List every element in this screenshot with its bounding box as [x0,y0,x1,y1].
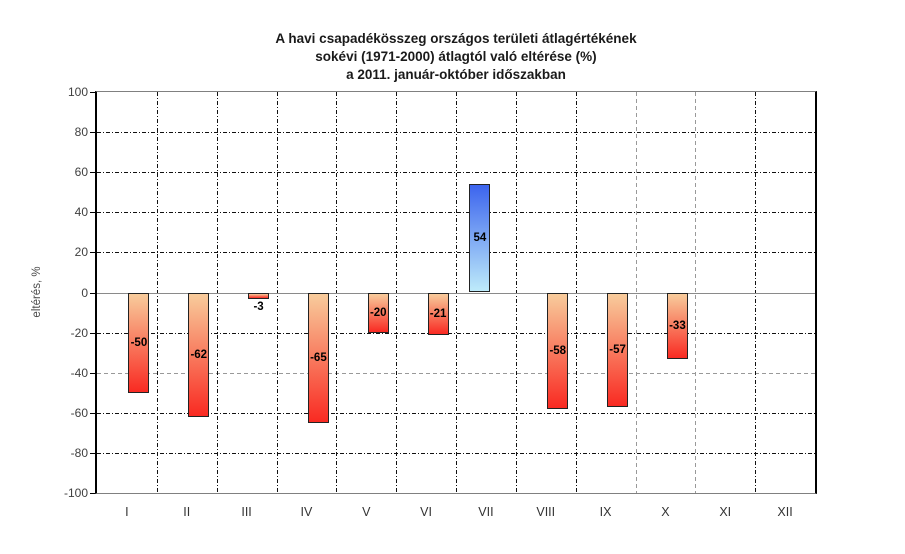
x-tick-label-XII: XII [777,505,793,519]
chart-title-line-3: a 2011. január-október időszakban [346,67,566,82]
x-tick-label-II: II [183,505,191,519]
y-tick-label-20: 20 [74,245,88,260]
bar-value-VI: -21 [429,307,447,320]
chart-title: A havi csapadékösszeg országos területi … [6,30,905,84]
y-tick-label--40: -40 [70,365,88,380]
y-tick-20 [90,252,95,254]
x-tick-label-III: III [241,505,252,519]
y-tick-label--100: -100 [63,486,88,500]
bar-X [666,292,688,359]
bar-value-IV: -65 [310,351,327,364]
y-tick-100 [90,92,95,93]
bar-value-IX: -57 [609,343,626,356]
y-tick--40 [90,372,95,374]
y-tick-label--60: -60 [70,405,88,420]
bar-II [188,292,210,417]
y-tick-label--80: -80 [70,445,88,460]
bar-V [367,292,389,333]
y-tick-0 [90,292,95,294]
bar-VII [469,184,491,293]
x-tick-label-X: X [661,505,670,519]
y-tick--80 [90,452,95,454]
x-tick-label-XI: XI [719,505,732,519]
chart-title-line-1: A havi csapadékösszeg országos területi … [275,31,637,46]
bar-value-II: -62 [190,348,208,361]
y-tick-40 [90,212,95,214]
y-tick-label--20: -20 [70,325,88,340]
x-tick-label-V: V [362,505,371,519]
bar-value-VIII: -58 [549,344,567,357]
y-tick--100 [90,493,95,494]
bar-III [248,292,270,299]
y-tick-label-0: 0 [81,285,88,300]
plot-area: -50 -62 -3 -65 -20 -21 54 -58 -57 -33 [95,91,817,494]
chart-title-line-2: sokévi (1971-2000) átlagtól való eltérés… [315,49,597,64]
y-tick-80 [90,132,95,134]
x-tick-label-IV: IV [300,505,313,519]
y-tick-label-40: 40 [74,205,88,220]
x-tick-label-IX: IX [599,505,612,519]
x-tick-label-VIII: VIII [536,505,556,519]
x-tick-label-VI: VI [420,505,432,519]
bar-I [128,292,150,393]
zero-axis-line [97,292,815,294]
y-tick-label-100: 100 [67,85,88,99]
y-tick-60 [90,172,95,174]
y-tick--20 [90,332,95,334]
y-axis-title: eltérés, % [31,266,43,318]
bar-IV [307,292,329,423]
bar-IX [607,292,629,407]
y-tick-label-60: 60 [74,165,88,180]
bar-VI [427,292,449,335]
bar-value-VII: 54 [473,232,487,245]
bar-value-I: -50 [130,336,148,349]
bar-value-X: -33 [669,319,686,332]
bar-value-III: -3 [253,300,264,313]
x-tick-label-I: I [125,505,129,519]
bar-VIII [547,292,569,409]
y-tick-label-80: 80 [74,125,88,140]
y-tick--60 [90,412,95,414]
x-tick-label-VII: VII [478,505,494,519]
bar-value-V: -20 [369,306,387,319]
